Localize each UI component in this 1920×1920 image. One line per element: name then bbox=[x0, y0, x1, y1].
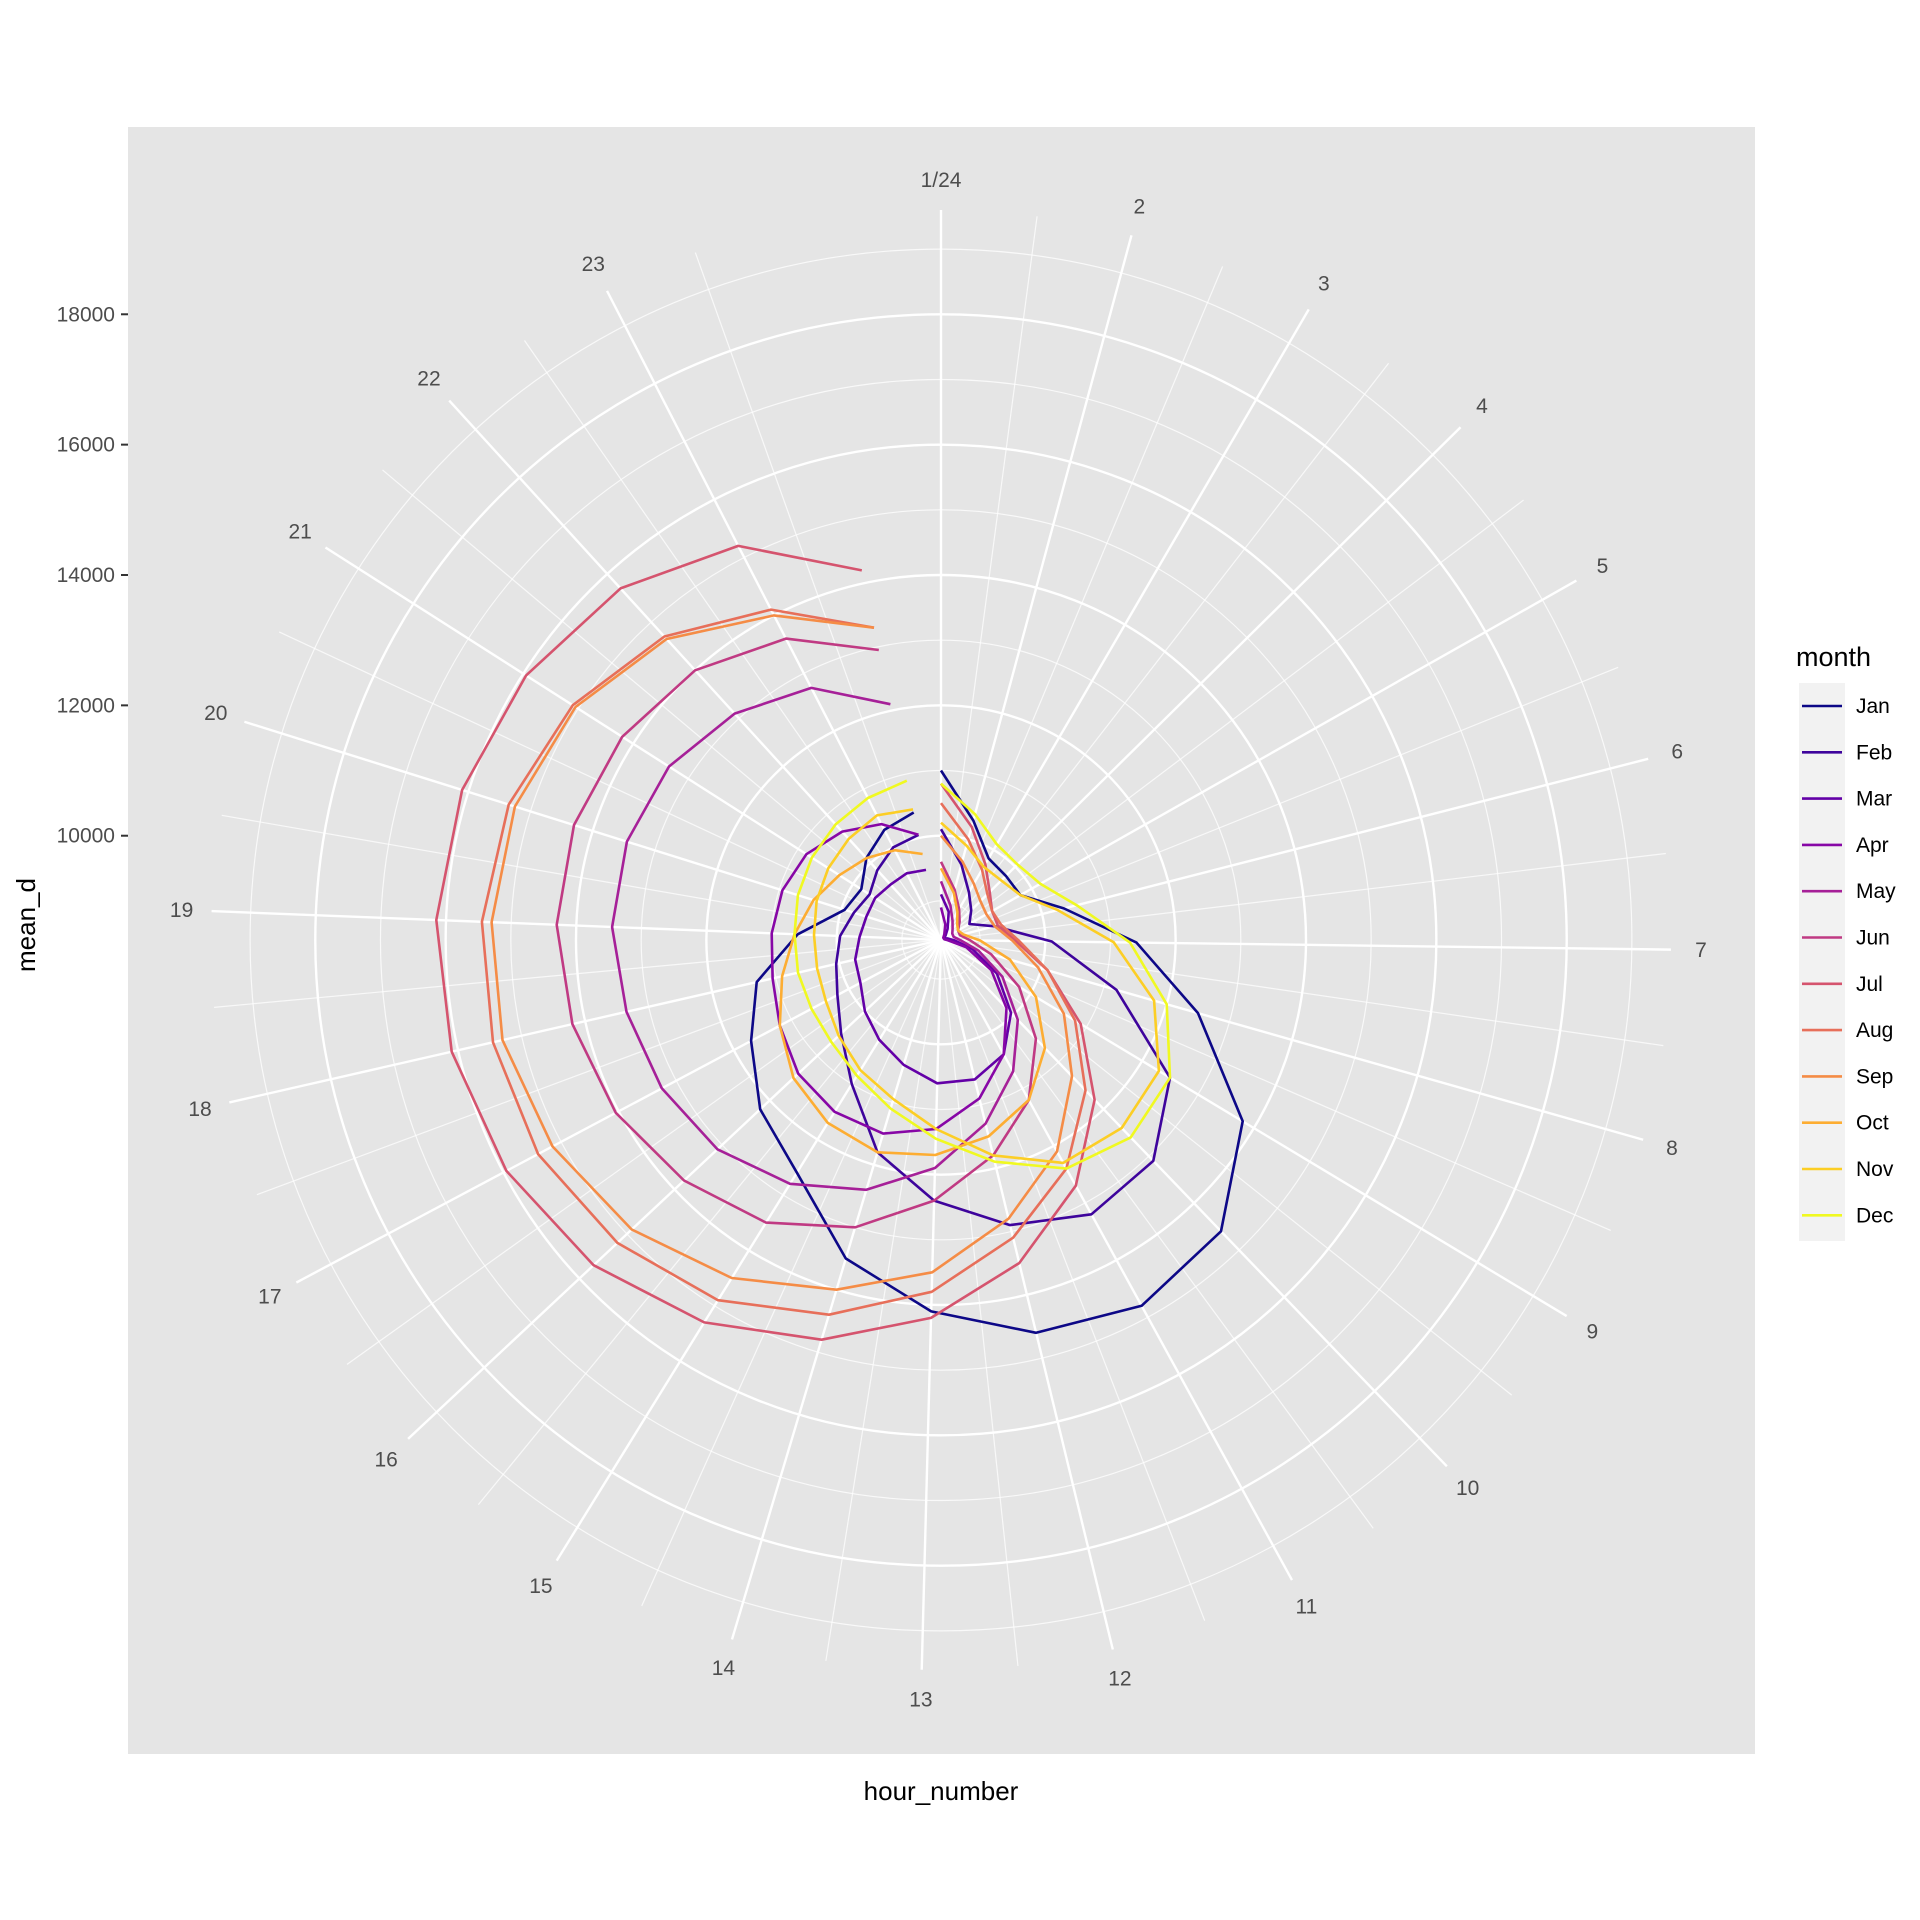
minor-grid-spoke bbox=[940, 216, 1038, 941]
major-grid-spoke bbox=[940, 938, 1671, 951]
x-tick-label: 5 bbox=[1597, 555, 1609, 578]
major-grid-spoke bbox=[295, 938, 942, 1284]
series-line-feb bbox=[834, 828, 1172, 1227]
major-grid-spoke bbox=[920, 939, 943, 1670]
x-tick-label: 7 bbox=[1695, 939, 1707, 962]
x-tick-label: 17 bbox=[258, 1286, 281, 1309]
x-tick-label: 20 bbox=[204, 702, 227, 725]
minor-grid-spoke bbox=[940, 939, 1513, 1396]
major-grid-spoke bbox=[940, 938, 1644, 1141]
x-tick-label: 19 bbox=[170, 899, 193, 922]
x-tick-label: 14 bbox=[712, 1657, 736, 1680]
x-tick-label: 2 bbox=[1133, 195, 1145, 218]
minor-grid-spoke bbox=[477, 939, 942, 1506]
legend-label-jun: Jun bbox=[1856, 927, 1890, 950]
x-tick-label: 10 bbox=[1456, 1477, 1479, 1500]
legend-label-jan: Jan bbox=[1856, 695, 1890, 718]
major-grid-spoke bbox=[939, 939, 1114, 1650]
grid bbox=[211, 210, 1671, 1670]
legend-title: month bbox=[1796, 642, 1871, 672]
legend-key-background bbox=[1799, 683, 1845, 1241]
x-tick-label: 15 bbox=[529, 1575, 552, 1598]
minor-grid-spoke bbox=[940, 499, 1524, 941]
legend-label-nov: Nov bbox=[1856, 1158, 1894, 1181]
legend-label-oct: Oct bbox=[1856, 1112, 1889, 1135]
minor-grid-spoke bbox=[940, 939, 1206, 1621]
minor-grid-spoke bbox=[523, 340, 942, 941]
x-tick-label: 4 bbox=[1476, 395, 1488, 418]
minor-grid-spoke bbox=[940, 852, 1666, 941]
minor-grid-spoke bbox=[346, 939, 942, 1365]
x-tick-label: 12 bbox=[1108, 1668, 1131, 1691]
minor-grid-spoke bbox=[694, 252, 942, 941]
legend-label-aug: Aug bbox=[1856, 1019, 1893, 1042]
x-tick-label: 3 bbox=[1318, 272, 1330, 295]
minor-grid-spoke bbox=[940, 939, 1374, 1529]
legend-label-feb: Feb bbox=[1856, 741, 1892, 764]
legend-label-sep: Sep bbox=[1856, 1065, 1893, 1088]
minor-grid-spoke bbox=[256, 939, 942, 1196]
minor-grid-spoke bbox=[940, 266, 1224, 941]
legend-label-mar: Mar bbox=[1856, 788, 1892, 811]
minor-grid-spoke bbox=[382, 469, 942, 941]
y-tick-label: 12000 bbox=[57, 694, 115, 717]
minor-grid-spoke bbox=[214, 939, 942, 1008]
minor-grid-spoke bbox=[940, 939, 1664, 1047]
minor-grid-spoke bbox=[940, 939, 1611, 1231]
x-tick-label: 23 bbox=[582, 253, 605, 276]
major-grid-spoke bbox=[244, 720, 942, 942]
x-tick-label: 21 bbox=[288, 520, 311, 543]
major-grid-spoke bbox=[211, 909, 942, 942]
legend-label-may: May bbox=[1856, 880, 1896, 903]
x-axis-title: hour_number bbox=[864, 1776, 1019, 1806]
x-tick-label: 11 bbox=[1296, 1595, 1318, 1618]
x-tick-label: 16 bbox=[374, 1448, 397, 1471]
legend-label-jul: Jul bbox=[1856, 973, 1883, 996]
y-tick-label: 18000 bbox=[57, 303, 115, 326]
x-tick-label: 18 bbox=[188, 1098, 211, 1121]
y-tick-label: 14000 bbox=[57, 564, 115, 587]
minor-grid-spoke bbox=[221, 814, 942, 941]
major-grid-spoke bbox=[229, 938, 942, 1104]
series-line-dec bbox=[793, 779, 1172, 1170]
minor-grid-spoke bbox=[278, 631, 942, 941]
series-line-aug bbox=[480, 608, 1087, 1316]
series-line-nov bbox=[812, 808, 1161, 1165]
x-tick-label: 22 bbox=[417, 367, 440, 390]
x-tick-label: 8 bbox=[1666, 1137, 1678, 1160]
series-lines bbox=[434, 544, 1244, 1341]
legend-label-dec: Dec bbox=[1856, 1204, 1893, 1227]
minor-grid-spoke bbox=[940, 362, 1390, 941]
series-line-sep bbox=[490, 614, 1074, 1291]
minor-grid-spoke bbox=[940, 666, 1619, 941]
major-grid-spoke bbox=[555, 939, 943, 1562]
major-grid-spoke bbox=[939, 939, 1294, 1581]
major-grid-spoke bbox=[939, 308, 1310, 941]
x-tick-label: 13 bbox=[909, 1689, 932, 1712]
major-grid-spoke bbox=[940, 579, 1577, 942]
series-line-apr bbox=[770, 822, 1008, 1135]
major-grid-spoke bbox=[407, 939, 942, 1440]
legend-label-apr: Apr bbox=[1856, 834, 1889, 857]
y-axis-title: mean_d bbox=[11, 878, 41, 972]
major-grid-spoke bbox=[940, 939, 1448, 1468]
major-grid-spoke bbox=[940, 426, 1462, 941]
legend: month Jan Feb Mar Apr May Jun Jul Aug Sep Oct Nov D… bbox=[1796, 642, 1896, 1241]
minor-grid-spoke bbox=[940, 939, 1019, 1666]
x-tick-label: 6 bbox=[1671, 740, 1683, 763]
y-tick-label: 16000 bbox=[57, 434, 115, 457]
y-axis: 10000 12000 14000 16000 18000 bbox=[57, 303, 128, 848]
x-tick-label: 1/24 bbox=[921, 169, 962, 192]
x-tick-label: 9 bbox=[1587, 1321, 1599, 1344]
major-grid-spoke bbox=[940, 938, 1568, 1318]
minor-grid-spoke bbox=[825, 939, 942, 1661]
y-tick-label: 10000 bbox=[57, 825, 115, 848]
